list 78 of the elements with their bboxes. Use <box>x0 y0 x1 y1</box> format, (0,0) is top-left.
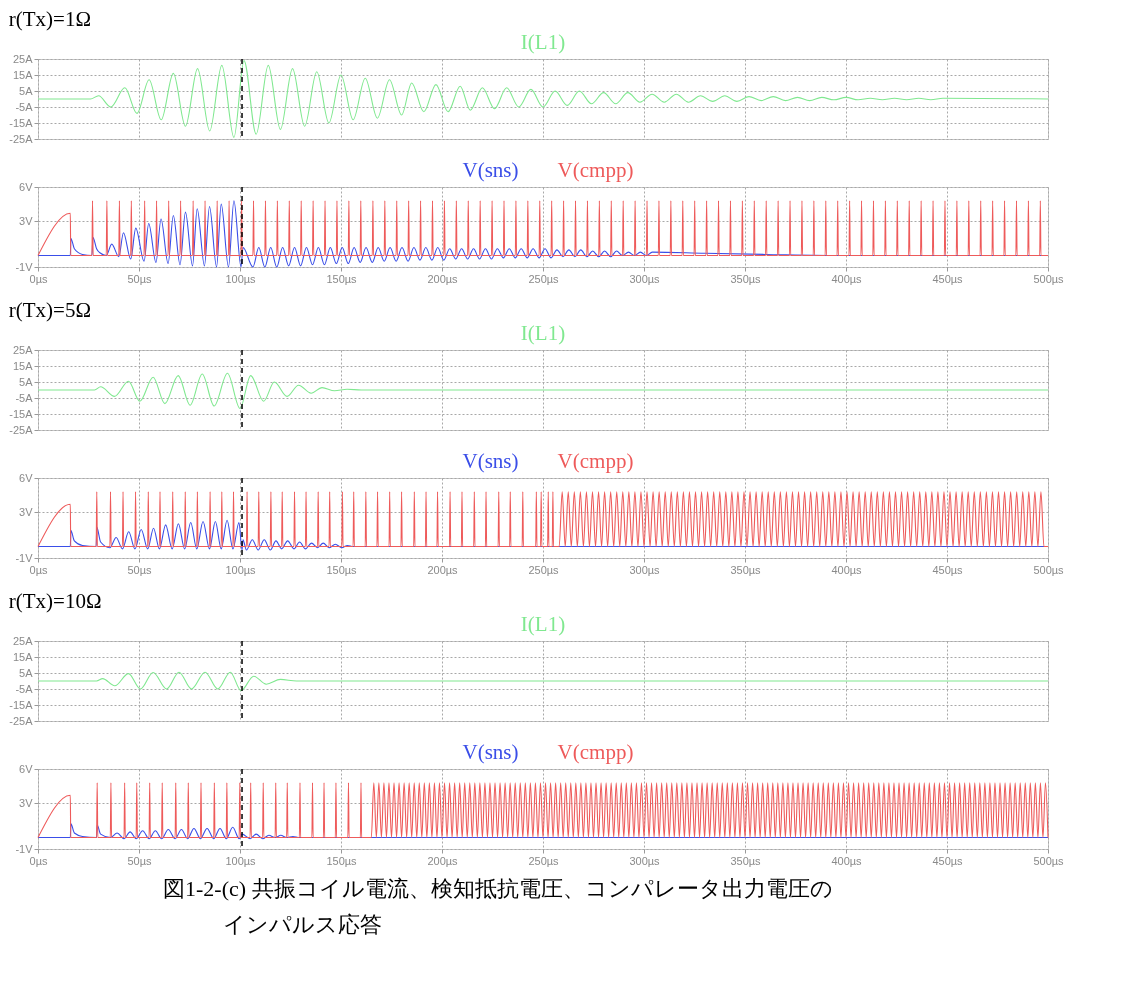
y-tick-label: 25A <box>12 343 34 356</box>
x-tick-label: 450µs <box>932 563 964 576</box>
y-tick-label: -25A <box>9 423 34 436</box>
y-tick-label: 15A <box>12 68 34 81</box>
x-tick-label: 250µs <box>528 272 560 285</box>
x-tick-label: 0µs <box>29 272 48 285</box>
series-label: V(cmpp) <box>557 158 634 182</box>
x-tick-label: 50µs <box>127 563 153 576</box>
line-series <box>37 60 1049 138</box>
y-tick-label: 6V <box>19 180 34 193</box>
series-label: V(cmpp) <box>557 740 634 764</box>
y-tick-label: -5A <box>15 100 34 113</box>
y-tick-label: -5A <box>15 391 34 404</box>
y-tick-label: 15A <box>12 650 34 663</box>
x-tick-label: 100µs <box>225 272 257 285</box>
x-tick-label: 400µs <box>831 563 863 576</box>
line-series <box>37 823 1049 840</box>
x-tick-label: 100µs <box>225 854 257 867</box>
x-tick-label: 0µs <box>29 563 48 576</box>
y-tick-label: -15A <box>9 407 34 420</box>
text: I(L1) <box>520 612 566 636</box>
y-tick-label: 15A <box>12 359 34 372</box>
y-tick-label: 3V <box>19 214 34 227</box>
x-tick-label: 450µs <box>932 272 964 285</box>
y-tick-label: -15A <box>9 698 34 711</box>
chart-title: r(Tx)=5Ω <box>8 298 92 322</box>
y-tick-label: 3V <box>19 796 34 809</box>
text: インパルス応答 <box>223 912 382 937</box>
x-tick-label: 400µs <box>831 272 863 285</box>
x-tick-label: 0µs <box>29 854 48 867</box>
x-tick-label: 250µs <box>528 563 560 576</box>
y-tick-label: 6V <box>19 762 34 775</box>
x-tick-label: 400µs <box>831 854 863 867</box>
chart-title: r(Tx)=10Ω <box>8 589 102 613</box>
x-tick-label: 200µs <box>427 854 459 867</box>
line-series <box>37 372 1049 409</box>
x-tick-label: 150µs <box>326 854 358 867</box>
y-tick-label: 25A <box>12 634 34 647</box>
x-tick-label: 100µs <box>225 563 257 576</box>
x-tick-label: 450µs <box>932 854 964 867</box>
y-tick-label: 25A <box>12 52 34 65</box>
chart-title: r(Tx)=1Ω <box>8 7 92 31</box>
text: V(sns) <box>462 158 519 182</box>
y-tick-label: -5A <box>15 682 34 695</box>
y-tick-label: -1V <box>15 551 34 564</box>
x-tick-label: 300µs <box>629 272 661 285</box>
y-tick-label: 5A <box>19 666 34 679</box>
caption: 図1-2-(c) 共振コイル電流、検知抵抗電圧、コンパレータ出力電圧の <box>163 876 833 901</box>
x-tick-label: 350µs <box>730 854 762 867</box>
text: V(sns) <box>462 740 519 764</box>
x-tick-label: 300µs <box>629 854 661 867</box>
x-tick-label: 150µs <box>326 272 358 285</box>
x-tick-label: 200µs <box>427 272 459 285</box>
y-tick-label: -25A <box>9 132 34 145</box>
line-series <box>37 671 1049 692</box>
x-tick-label: 50µs <box>127 854 153 867</box>
x-tick-label: 350µs <box>730 272 762 285</box>
series-label: I(L1) <box>520 30 566 54</box>
x-tick-label: 50µs <box>127 272 153 285</box>
x-tick-label: 200µs <box>427 563 459 576</box>
x-tick-label: 500µs <box>1033 563 1065 576</box>
x-tick-label: 300µs <box>629 563 661 576</box>
y-tick-label: -1V <box>15 842 34 855</box>
y-tick-label: 5A <box>19 84 34 97</box>
y-tick-label: -1V <box>15 260 34 273</box>
y-tick-label: 6V <box>19 471 34 484</box>
y-tick-label: -25A <box>9 714 34 727</box>
text: V(sns) <box>462 449 519 473</box>
x-tick-label: 150µs <box>326 563 358 576</box>
x-tick-label: 500µs <box>1033 272 1065 285</box>
series-label: V(cmpp) <box>557 449 634 473</box>
x-tick-label: 250µs <box>528 854 560 867</box>
text: I(L1) <box>520 321 566 345</box>
y-tick-label: 3V <box>19 505 34 518</box>
x-tick-label: 350µs <box>730 563 762 576</box>
y-tick-label: -15A <box>9 116 34 129</box>
x-tick-label: 500µs <box>1033 854 1065 867</box>
y-tick-label: 5A <box>19 375 34 388</box>
